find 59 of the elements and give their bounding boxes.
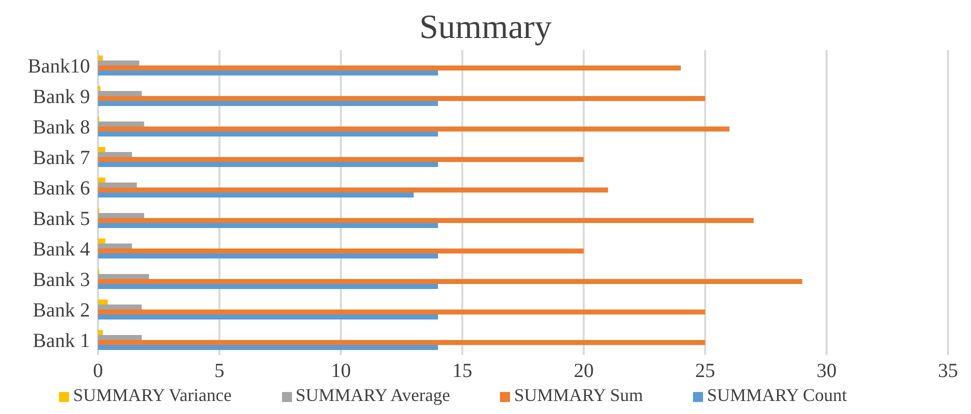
bar [98, 253, 438, 258]
legend-label: SUMMARY Variance [73, 385, 232, 405]
bar [98, 131, 438, 136]
bar [98, 340, 706, 345]
bar [98, 126, 730, 132]
bar [98, 299, 108, 304]
bar [98, 187, 608, 192]
chart-title: Summary [418, 8, 553, 48]
bar [98, 212, 144, 218]
bar [98, 334, 142, 340]
y-tick-label: Bank 9 [32, 86, 90, 108]
bar [98, 55, 103, 60]
bar [98, 309, 706, 314]
y-tick-label: Bank 3 [32, 268, 90, 291]
x-tick-label: 10 [330, 360, 351, 382]
bar [98, 222, 438, 228]
bar [98, 162, 438, 167]
bar [98, 274, 149, 279]
x-tick-label: 5 [214, 360, 224, 382]
y-tick-label: Bank 2 [32, 299, 90, 322]
x-tick-label: 35 [938, 360, 958, 382]
bar [98, 304, 142, 310]
bar [98, 192, 414, 198]
legend-label: SUMMARY Average [296, 385, 450, 405]
y-tick-label: Bank 8 [32, 116, 90, 138]
y-tick-label: Bank 7 [32, 146, 90, 169]
y-tick-label: Bank 4 [32, 238, 90, 260]
bar [98, 344, 438, 350]
bar [98, 314, 438, 320]
bar [98, 177, 106, 182]
bar [98, 96, 706, 101]
bar [98, 100, 438, 106]
bar [98, 330, 103, 335]
x-tick-label: 0 [93, 360, 103, 382]
x-tick-label: 15 [452, 360, 472, 382]
x-tick-label: 25 [695, 360, 716, 382]
legend-label: SUMMARY Count [707, 385, 847, 405]
bar [98, 182, 137, 188]
bar [98, 243, 132, 248]
bar [98, 156, 584, 162]
bar [98, 248, 584, 254]
bar [98, 278, 802, 284]
legend-label: SUMMARY Sum [514, 385, 643, 405]
bar [98, 146, 106, 152]
bar [98, 121, 144, 126]
y-tick-label: Bank 1 [32, 330, 90, 352]
bar [98, 60, 140, 66]
y-tick-label: Bank 5 [32, 208, 90, 230]
bar [98, 284, 438, 289]
bar [98, 70, 438, 76]
y-tick-label: Bank 6 [32, 177, 90, 200]
y-tick-label: Bank10 [28, 55, 90, 78]
bar [98, 238, 106, 244]
x-tick-label: 20 [574, 360, 594, 382]
bar [98, 65, 681, 70]
bar [98, 90, 142, 96]
x-tick-label: 30 [816, 360, 837, 382]
bar [98, 218, 754, 223]
bar [98, 152, 132, 157]
